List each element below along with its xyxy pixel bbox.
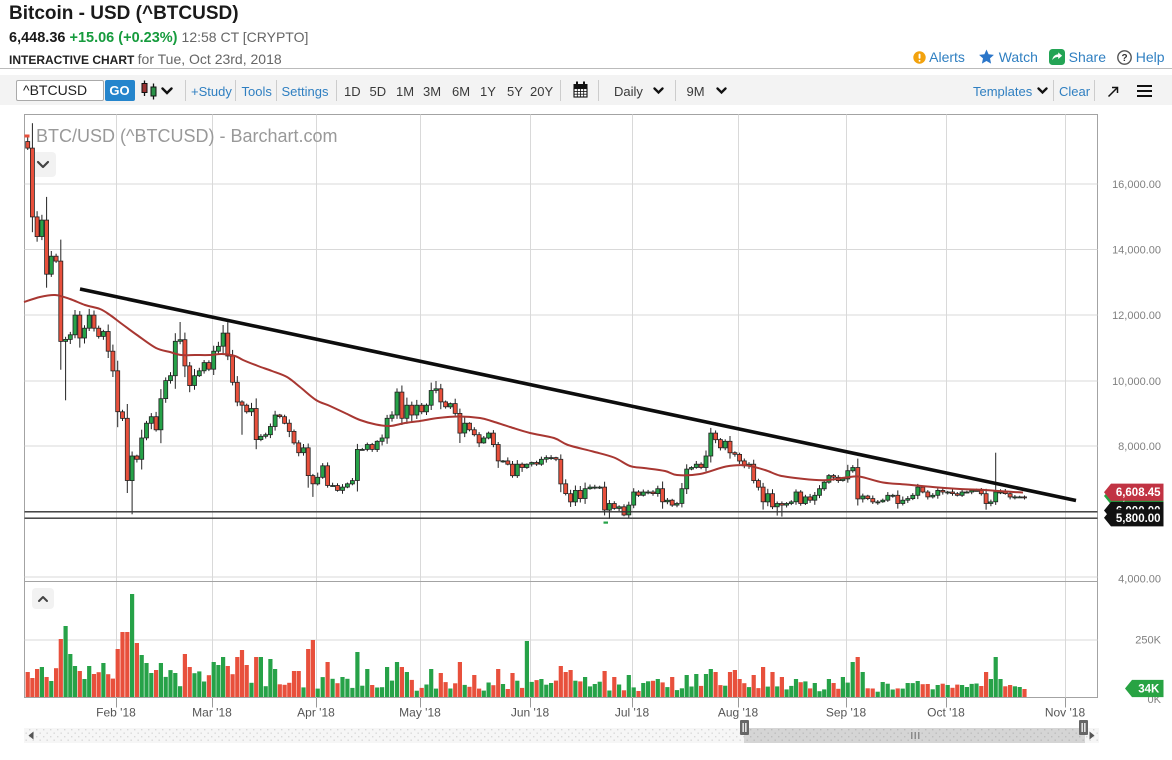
svg-text:4,000.00: 4,000.00 (1118, 574, 1161, 586)
svg-text:250K: 250K (1135, 634, 1161, 646)
svg-text:Nov '18: Nov '18 (1045, 706, 1086, 720)
svg-text:?: ? (1121, 53, 1127, 64)
svg-text:BTC/USD (^BTCUSD) - Barchart.c: BTC/USD (^BTCUSD) - Barchart.com (36, 126, 337, 146)
svg-text:Aug '18: Aug '18 (718, 706, 759, 720)
svg-text:Sep '18: Sep '18 (826, 706, 867, 720)
svg-text:10,000.00: 10,000.00 (1112, 376, 1161, 388)
svg-text:34K: 34K (1138, 684, 1160, 696)
svg-text:8,000.00: 8,000.00 (1118, 441, 1161, 453)
svg-text:16,000.00: 16,000.00 (1112, 179, 1161, 191)
svg-text:6,608.45: 6,608.45 (1116, 487, 1161, 499)
svg-text:14,000.00: 14,000.00 (1112, 244, 1161, 256)
svg-text:Oct '18: Oct '18 (927, 706, 965, 720)
svg-text:Mar '18: Mar '18 (192, 706, 232, 720)
svg-text:5,800.00: 5,800.00 (1116, 513, 1161, 525)
svg-text:Jul '18: Jul '18 (615, 706, 650, 720)
svg-text:Jun '18: Jun '18 (511, 706, 550, 720)
svg-text:12,000.00: 12,000.00 (1112, 310, 1161, 322)
svg-text:May '18: May '18 (399, 706, 441, 720)
svg-text:Apr '18: Apr '18 (297, 706, 335, 720)
svg-text:Feb '18: Feb '18 (96, 706, 136, 720)
